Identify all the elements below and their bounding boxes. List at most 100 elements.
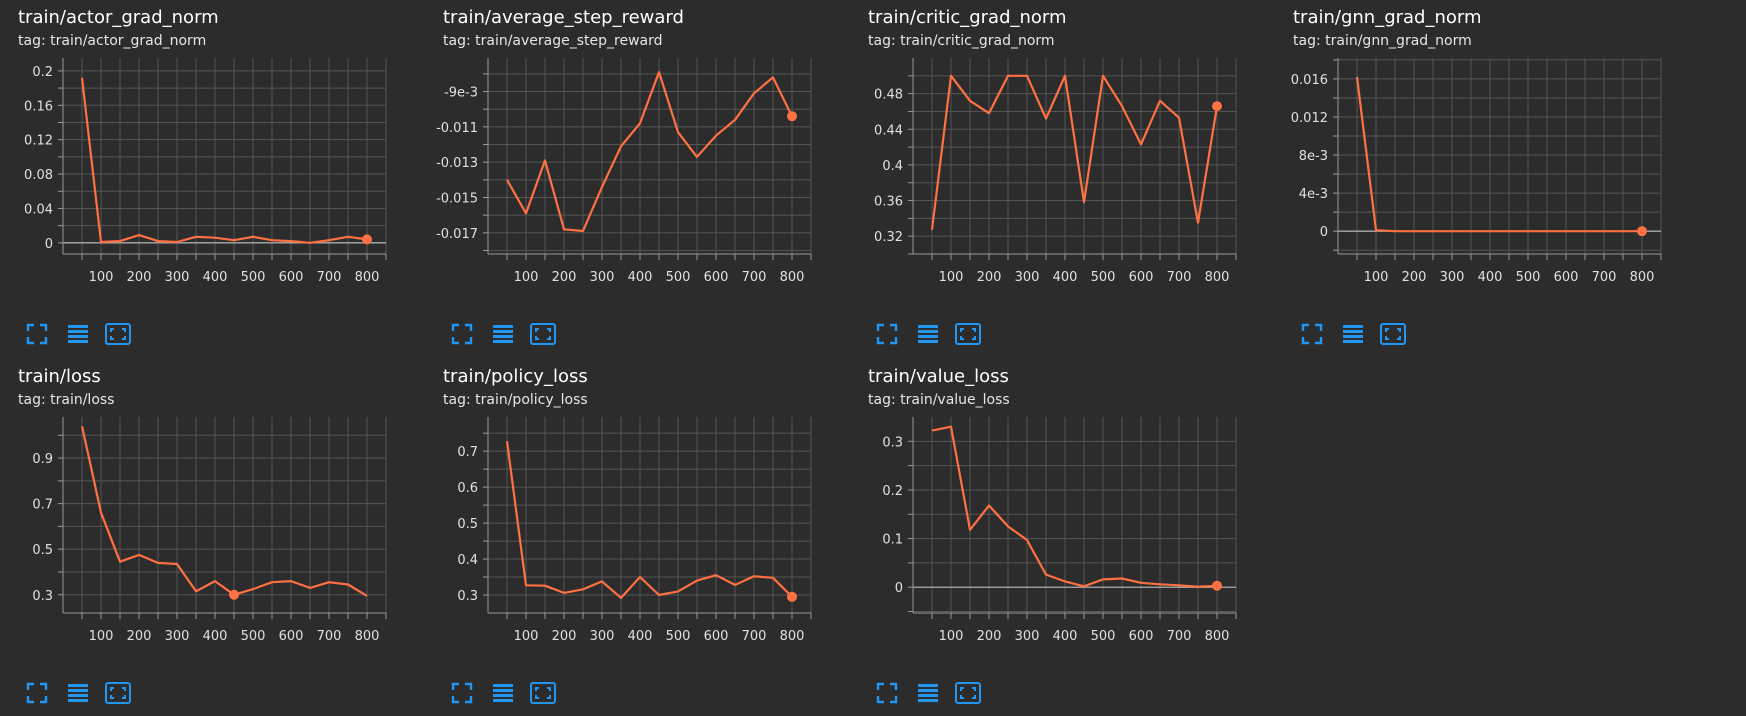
data-point — [138, 234, 140, 236]
y-tick-label: 0.7 — [32, 498, 53, 513]
y-tick-label: 0.6 — [457, 481, 478, 496]
line-chart-plot[interactable]: 100 200 300 400 500 600 700 800 0 0.04 0.08 0.12 0.1… — [0, 56, 410, 306]
chart-tag: tag: train/gnn_grad_norm — [1293, 33, 1472, 49]
line-chart-plot[interactable]: 100 200 300 400 500 600 700 800 -0.017 -0.015 -0.0… — [425, 56, 835, 306]
data-point — [1007, 525, 1009, 527]
line-chart-plot[interactable]: 100 200 300 400 500 600 700 800 0 4e-3 8e-3 0.012 0.… — [1275, 56, 1685, 306]
fit-domain-button[interactable] — [529, 681, 556, 705]
x-tick-label: 500 — [241, 629, 266, 644]
fullscreen-button[interactable] — [875, 322, 899, 346]
series-line — [506, 71, 793, 233]
fullscreen-button[interactable] — [450, 322, 474, 346]
line-chart-plot[interactable]: 100 200 300 400 500 600 700 800 0.3 0.5 0.7 0.9 — [0, 415, 410, 665]
fullscreen-button[interactable] — [450, 681, 474, 705]
chart-title: train/average_step_reward — [443, 7, 684, 28]
hover-marker — [362, 234, 372, 245]
data-table-button[interactable] — [491, 322, 515, 346]
data-point — [81, 425, 83, 427]
data-point — [753, 575, 755, 577]
data-point — [525, 584, 527, 586]
data-table-icon — [68, 684, 88, 702]
data-table-button[interactable] — [1341, 322, 1365, 346]
fullscreen-button[interactable] — [25, 681, 49, 705]
series-line — [505, 440, 793, 599]
line-chart-plot[interactable]: 100 200 300 400 500 600 700 800 0.32 0.36 0.4 0.44 0… — [850, 56, 1260, 306]
fit-domain-button[interactable] — [104, 322, 131, 346]
fit-domain-icon — [1380, 323, 1406, 345]
data-table-icon — [493, 684, 513, 702]
fullscreen-icon — [876, 682, 898, 704]
fullscreen-button[interactable] — [1300, 322, 1324, 346]
grid — [63, 58, 387, 254]
data-table-button[interactable] — [491, 681, 515, 705]
fullscreen-button[interactable] — [875, 681, 899, 705]
data-table-button[interactable] — [916, 322, 940, 346]
data-point — [696, 579, 698, 581]
x-tick-label: 300 — [165, 629, 190, 644]
x-tick-label: 400 — [203, 629, 228, 644]
data-point — [1413, 230, 1415, 232]
data-point — [195, 236, 197, 238]
x-tick-label: 300 — [590, 629, 615, 644]
fit-domain-button[interactable] — [529, 322, 556, 346]
chart-title: train/policy_loss — [443, 366, 588, 387]
hover-marker — [1212, 101, 1222, 112]
data-table-button[interactable] — [66, 681, 90, 705]
data-point — [620, 145, 622, 147]
x-tick-label: 100 — [514, 629, 539, 644]
data-point — [347, 236, 349, 238]
x-tick-label: 600 — [279, 629, 304, 644]
data-point — [309, 242, 311, 244]
grid — [488, 417, 812, 613]
data-point — [328, 239, 330, 241]
series-line — [1355, 76, 1642, 233]
data-point — [1140, 143, 1142, 145]
fit-domain-button[interactable] — [954, 681, 981, 705]
x-tick-label: 400 — [1053, 270, 1078, 285]
y-tick-label: 0.5 — [457, 517, 478, 532]
data-point — [1356, 76, 1358, 78]
y-tick-label: 0.7 — [457, 445, 478, 460]
grid — [913, 58, 1237, 255]
x-tick-label: 700 — [742, 270, 767, 285]
y-tick-label: -0.017 — [436, 227, 478, 242]
data-point — [1197, 586, 1199, 588]
fit-domain-button[interactable] — [954, 322, 981, 346]
data-table-button[interactable] — [916, 681, 940, 705]
fullscreen-button[interactable] — [25, 322, 49, 346]
data-point — [950, 426, 952, 428]
data-point — [290, 240, 292, 242]
chart-title: train/gnn_grad_norm — [1293, 7, 1482, 28]
data-table-button[interactable] — [66, 322, 90, 346]
data-point — [969, 529, 971, 531]
data-point — [1159, 100, 1161, 102]
data-point — [506, 440, 508, 442]
data-point — [988, 112, 990, 114]
x-tick-label: 700 — [317, 270, 342, 285]
y-tick-label: 0.44 — [874, 123, 903, 138]
y-tick-label: 0.36 — [874, 195, 903, 210]
fit-domain-button[interactable] — [104, 681, 131, 705]
y-tick-label: 0.4 — [882, 159, 903, 174]
data-point — [601, 580, 603, 582]
data-point — [1470, 230, 1472, 232]
data-point — [1083, 585, 1085, 587]
fit-domain-button[interactable] — [1379, 322, 1406, 346]
x-tick-label: 500 — [666, 270, 691, 285]
y-tick-label: 0.016 — [1291, 73, 1328, 88]
data-point — [1603, 230, 1605, 232]
line-chart-plot[interactable]: 100 200 300 400 500 600 700 800 0.3 0.4 0.5 0.6 0.7 — [425, 415, 835, 665]
chart-card: train/loss tag: train/loss 100 200 300 400 5… — [0, 359, 410, 704]
data-point — [1489, 230, 1491, 232]
x-tick-label: 300 — [590, 270, 615, 285]
y-tick-label: 0.08 — [24, 168, 53, 183]
data-point — [1026, 75, 1028, 77]
chart-tag: tag: train/average_step_reward — [443, 33, 663, 49]
fullscreen-icon — [26, 323, 48, 345]
line-chart-plot[interactable]: 100 200 300 400 500 600 700 800 0 0.1 0.2 0.3 — [850, 415, 1260, 665]
data-point — [1394, 230, 1396, 232]
data-point — [734, 584, 736, 586]
data-point — [1565, 230, 1567, 232]
chart-tag: tag: train/value_loss — [868, 392, 1010, 408]
hover-marker — [787, 111, 797, 122]
